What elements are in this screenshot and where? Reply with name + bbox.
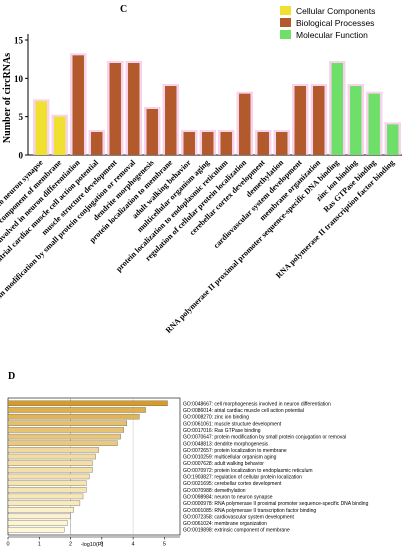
c-legend: Cellular Components Biological Processes M…	[280, 6, 375, 40]
c-xlabels: neuron to neuron synapseextrinsic compon…	[0, 158, 396, 335]
c-bar-ras-gtpase-binding	[368, 93, 380, 155]
panel-d: D GO:0048667: cell morphogenesis involve…	[6, 371, 368, 548]
c-bar-neuron-to-neuron-synapse	[35, 101, 47, 155]
d-bar-go-0010259	[7, 453, 96, 460]
d-term-label: GO:0072657: protein localization to memb…	[183, 448, 287, 454]
d-bar-go-0001085	[7, 507, 74, 513]
d-term-label: GO:0021695: cerebellar cortex developmen…	[183, 481, 282, 487]
d-x-tick-label: 2	[69, 542, 72, 548]
c-legend-label: Cellular Components	[296, 6, 375, 16]
c-bar-cardiovascular-system-development	[294, 86, 306, 155]
c-bar-rna-polymerase-ii-proximal-promoter-sequence-specific-dna-binding	[331, 63, 343, 155]
d-bar-go-0061061	[7, 420, 128, 426]
d-term-label: GO:0007628: adult walking behavior	[183, 461, 264, 467]
d-term-label: GO:0017016: Ras GTPase binding	[183, 428, 261, 434]
d-bar-go-0061024	[7, 520, 68, 526]
d-bar-go-0048667	[7, 400, 168, 407]
d-bar-go-0008270	[7, 413, 140, 420]
d-x-tick-label: 0	[6, 542, 9, 548]
c-y-tick-label: 10	[14, 74, 24, 84]
c-y-axis-label: Number of circRNAs	[2, 53, 13, 143]
d-term-label: GO:0001085: RNA polymerase II transcript…	[183, 508, 316, 514]
d-term-label: GO:0098984: neuron to neuron synapse	[183, 494, 273, 500]
d-x-tick-label: 1	[38, 542, 41, 548]
c-bar-protein-localization-to-membrane	[165, 86, 177, 155]
d-bar-go-0017016	[7, 427, 124, 433]
c-bar-protein-localization-to-endoplasmic-reticulum	[220, 132, 232, 155]
d-term-label: GO:0086014: atrial cardiac muscle cell a…	[183, 408, 304, 414]
d-x-tick-label: 4	[132, 542, 135, 548]
d-term-label: GO:0070972: protein localization to endo…	[183, 468, 313, 474]
d-bar-go-0070988	[7, 487, 87, 493]
d-bar-go-0021695	[7, 480, 87, 486]
c-bar-atrial-cardiac-muscle-cell-action-potential	[91, 132, 103, 155]
d-term-label: GO:0008270: zinc ion binding	[183, 415, 249, 421]
d-bar-go-0007628	[7, 460, 93, 466]
d-bar-go-0000978	[7, 500, 81, 506]
c-bar-zinc-ion-binding	[350, 86, 362, 155]
c-legend-swatch-cellular-components	[280, 6, 291, 15]
d-term-label: GO:0048667: cell morphogenesis involved …	[183, 401, 331, 407]
c-bar-cerebellar-cortex-development	[257, 132, 269, 155]
d-term-label: GO:1903827: regulation of cellular prote…	[183, 475, 302, 481]
panel-d-label: D	[8, 371, 15, 382]
d-bar-go-0086014	[7, 407, 146, 413]
d-bar-go-0072657	[7, 447, 99, 453]
c-bar-cell-morphogenesis-involved-in-neuron-differentiation	[72, 55, 84, 156]
d-bar-go-0098984	[7, 493, 84, 500]
d-term-label: GO:0048813: dendrite morphogenesis	[183, 441, 269, 447]
c-legend-label: Molecular Function	[296, 30, 368, 40]
c-bar-extrinsic-component-of-membrane	[54, 116, 66, 155]
d-term-label: GO:0010259: multicellular organism aging	[183, 455, 277, 461]
c-bar-protein-modification-by-small-protein-conjugation-or-removal	[128, 63, 140, 155]
panel-c-label: C	[120, 4, 127, 15]
d-term-label: GO:0019898: extrinsic component of membr…	[183, 528, 290, 534]
d-bar-go-0048813	[7, 440, 118, 446]
c-y-tick-label: 0	[19, 151, 24, 161]
d-term-label: GO:0000978: RNA polymerase II proximal p…	[183, 501, 369, 507]
d-bar-go-0070647	[7, 433, 121, 440]
d-term-label: GO:0070988: demethylation	[183, 488, 246, 494]
d-x-tick-label: 5	[163, 542, 166, 548]
c-bar-adult-walking-behavior	[183, 132, 195, 155]
d-term-label: GO:0061061: muscle structure development	[183, 421, 282, 427]
c-bar-regulation-of-cellular-protein-localization	[239, 93, 251, 155]
c-bar-multicellular-organism-aging	[202, 132, 214, 155]
d-bar-go-1903827	[7, 473, 90, 480]
d-plot: GO:0048667: cell morphogenesis involved …	[6, 397, 369, 548]
c-bar-dendrite-morphogenesis	[146, 109, 158, 155]
c-y-tick-label: 5	[19, 112, 24, 122]
c-bar-rna-polymerase-ii-transcription-factor-binding	[387, 124, 399, 155]
c-bar-membrane-organization	[313, 86, 325, 155]
c-legend-label: Biological Processes	[296, 18, 374, 28]
d-bar-go-0070972	[7, 467, 93, 473]
d-term-label: GO:0072358: cardiovascular system develo…	[183, 514, 295, 520]
c-y-tick-label: 15	[14, 36, 24, 46]
c-bar-muscle-structure-development	[109, 63, 121, 155]
c-bars	[33, 53, 401, 156]
d-term-label: GO:0061024: membrane organization	[183, 521, 267, 527]
d-bar-go-0072358	[7, 513, 71, 520]
c-legend-swatch-molecular-function	[280, 30, 291, 39]
c-bar-demethylation	[276, 132, 288, 155]
d-term-label: GO:0070647: protein modification by smal…	[183, 435, 346, 441]
c-legend-swatch-biological-processes	[280, 18, 291, 27]
d-bar-go-0019898	[7, 526, 65, 533]
d-x-tick-label: 3	[100, 542, 103, 548]
d-x-axis-label: -log10(P)	[81, 542, 104, 548]
panel-c: C 0 5 10 15 Cellular Components Biological P…	[0, 4, 402, 335]
